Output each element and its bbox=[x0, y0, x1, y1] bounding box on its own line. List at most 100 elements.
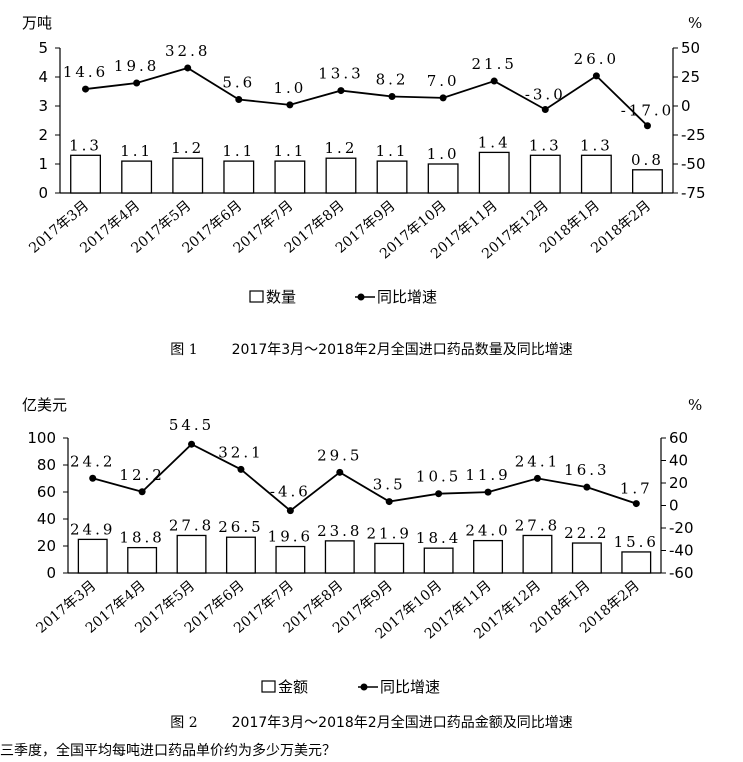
growth-value-label: 32.1 bbox=[218, 443, 263, 461]
bar bbox=[571, 542, 602, 574]
right-tick-label: 20 bbox=[669, 474, 688, 492]
right-tick-label: 40 bbox=[669, 452, 688, 470]
right-tick-label: -20 bbox=[669, 519, 694, 537]
bar-value-label: 23.8 bbox=[317, 522, 362, 540]
left-tick-label: 0 bbox=[46, 564, 56, 582]
growth-value-label: 1.7 bbox=[620, 480, 653, 498]
growth-point bbox=[583, 483, 591, 491]
growth-line bbox=[92, 443, 637, 512]
right-axis-unit: % bbox=[688, 14, 702, 32]
growth-point bbox=[592, 72, 600, 80]
bar bbox=[176, 534, 207, 574]
bar-value-label: 15.6 bbox=[614, 533, 659, 551]
right-tick-label: 0 bbox=[669, 497, 679, 515]
chart-2-caption-label: 图 2 bbox=[170, 715, 198, 731]
growth-line bbox=[85, 66, 649, 127]
legend-bar-swatch bbox=[249, 290, 264, 303]
legend-line-label: 同比增速 bbox=[380, 678, 440, 696]
growth-value-label: 21.5 bbox=[472, 55, 517, 73]
growth-point bbox=[133, 79, 141, 87]
right-tick-label: -75 bbox=[681, 184, 706, 202]
growth-point bbox=[337, 87, 345, 95]
chart-1-caption: 图 1 2017年3月～2018年2月全国进口药品数量及同比增速 bbox=[0, 339, 743, 359]
bar bbox=[376, 160, 408, 194]
growth-point bbox=[286, 507, 294, 515]
growth-value-label: 14.6 bbox=[63, 63, 108, 81]
chart-2-caption: 图 2 2017年3月～2018年2月全国进口药品金额及同比增速 bbox=[0, 712, 743, 732]
bar-value-label: 27.8 bbox=[515, 516, 560, 534]
chart-1-quantity: 万吨 %012345-75-50-25025501.32017年3月1.12017… bbox=[22, 14, 706, 306]
bar bbox=[275, 545, 306, 574]
growth-value-label: 3.5 bbox=[373, 476, 406, 494]
growth-value-label: -17.0 bbox=[621, 102, 674, 120]
legend-line-marker bbox=[360, 683, 368, 691]
right-tick-label: -25 bbox=[681, 126, 706, 144]
left-tick-label: 20 bbox=[37, 537, 56, 555]
bar bbox=[473, 539, 504, 574]
growth-point bbox=[435, 490, 443, 498]
right-tick-label: -40 bbox=[669, 542, 694, 560]
bar-value-label: 1.3 bbox=[529, 136, 562, 154]
bar bbox=[580, 154, 612, 194]
legend-bar-swatch bbox=[261, 680, 276, 693]
growth-value-label: 16.3 bbox=[564, 461, 609, 479]
chart-1-caption-text: 2017年3月～2018年2月全国进口药品数量及同比增速 bbox=[231, 342, 573, 358]
growth-value-label: 13.3 bbox=[318, 65, 363, 83]
bar bbox=[631, 169, 663, 194]
footer-question-text: 三季度，全国平均每吨进口药品单价约为多少万美元？ bbox=[0, 743, 336, 759]
left-tick-label: 80 bbox=[37, 456, 56, 474]
right-tick-label: -60 bbox=[669, 564, 694, 582]
legend-bar-label: 金额 bbox=[278, 678, 308, 696]
growth-value-label: 24.1 bbox=[515, 452, 560, 470]
bar-value-label: 1.1 bbox=[376, 142, 409, 160]
bar-value-label: 1.2 bbox=[325, 139, 358, 157]
right-tick-label: 25 bbox=[681, 68, 700, 86]
bar bbox=[77, 538, 108, 574]
bar bbox=[325, 157, 357, 194]
left-tick-label: 40 bbox=[37, 510, 56, 528]
left-tick-label: 0 bbox=[38, 184, 48, 202]
growth-value-label: 12.2 bbox=[119, 466, 164, 484]
growth-value-label: 19.8 bbox=[114, 57, 159, 75]
bar-value-label: 1.4 bbox=[478, 133, 511, 151]
bar bbox=[478, 151, 510, 194]
bar bbox=[423, 547, 454, 574]
bar-value-label: 21.9 bbox=[367, 524, 412, 542]
growth-value-label: 5.6 bbox=[222, 74, 255, 92]
bar bbox=[70, 154, 102, 194]
growth-value-label: 1.0 bbox=[273, 79, 306, 97]
growth-point bbox=[237, 465, 245, 473]
left-tick-label: 100 bbox=[27, 429, 56, 447]
growth-value-label: 8.2 bbox=[376, 70, 409, 88]
growth-point bbox=[643, 122, 651, 130]
left-axis-unit: 万吨 bbox=[22, 14, 52, 32]
bar bbox=[225, 536, 256, 574]
bar bbox=[324, 540, 355, 574]
bar bbox=[427, 163, 459, 194]
left-tick-label: 3 bbox=[38, 97, 48, 115]
left-axis-unit: 亿美元 bbox=[22, 396, 67, 414]
bar-value-label: 1.1 bbox=[273, 142, 306, 160]
bar bbox=[374, 542, 405, 574]
right-tick-label: 50 bbox=[681, 39, 700, 57]
bar-value-label: 24.0 bbox=[465, 522, 510, 540]
bar bbox=[621, 551, 652, 574]
chart-1-caption-label: 图 1 bbox=[170, 342, 198, 358]
left-tick-label: 60 bbox=[37, 483, 56, 501]
legend-bar-label: 数量 bbox=[266, 288, 296, 306]
bar bbox=[127, 546, 158, 574]
bar-value-label: 27.8 bbox=[169, 516, 214, 534]
growth-point bbox=[184, 64, 192, 72]
growth-value-label: 54.5 bbox=[169, 416, 214, 434]
growth-point bbox=[490, 77, 498, 85]
growth-point bbox=[89, 474, 97, 482]
growth-point bbox=[286, 101, 294, 109]
bar bbox=[121, 160, 153, 194]
growth-value-label: 32.8 bbox=[165, 42, 210, 60]
growth-point bbox=[235, 96, 243, 104]
legend-line-marker bbox=[357, 293, 365, 301]
growth-value-label: 29.5 bbox=[317, 446, 362, 464]
growth-value-label: 24.2 bbox=[70, 452, 115, 470]
bar-value-label: 18.8 bbox=[119, 529, 164, 547]
growth-value-label: -4.6 bbox=[270, 483, 311, 501]
